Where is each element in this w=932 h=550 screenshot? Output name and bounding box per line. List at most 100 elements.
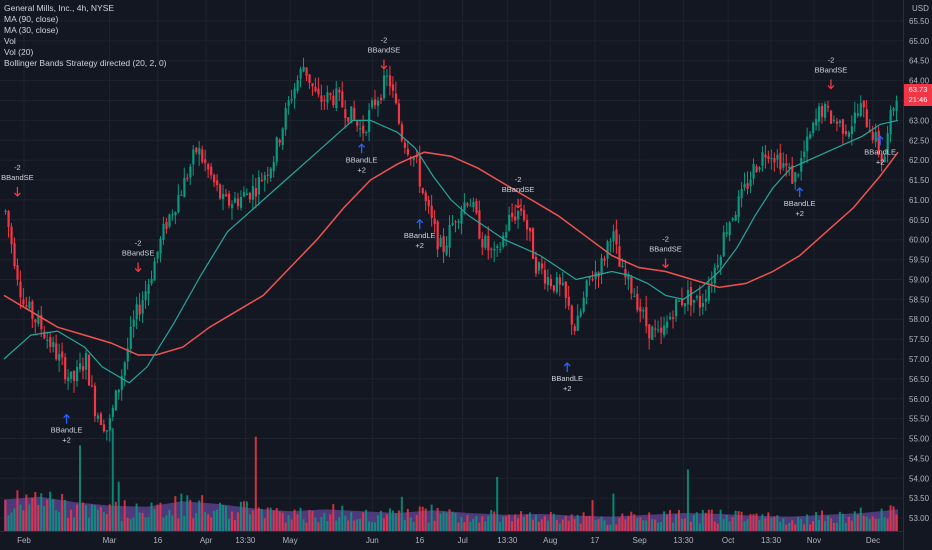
volume-bar — [788, 522, 791, 531]
volume-bar — [493, 511, 496, 531]
volume-bar — [323, 512, 326, 531]
candle-body — [573, 326, 576, 331]
candle-body — [278, 140, 281, 143]
candle-body — [159, 238, 162, 254]
volume-bar — [818, 520, 821, 531]
candle-body — [540, 263, 544, 269]
arrow-up-icon — [796, 187, 804, 198]
volume-bar — [537, 521, 540, 531]
volume-bar — [126, 517, 129, 531]
volume-bar — [758, 519, 761, 531]
candle-body — [388, 75, 392, 87]
candle-body — [198, 148, 201, 155]
volume-bar — [275, 508, 278, 531]
candle-body — [269, 168, 272, 179]
time-tick-label: Feb — [17, 536, 31, 545]
time-tick-label: May — [283, 536, 298, 545]
volume-bar — [281, 512, 284, 531]
volume-bar — [847, 516, 850, 531]
candle-body — [874, 132, 877, 142]
candle-body — [654, 328, 657, 330]
volume-bar — [418, 506, 421, 531]
candle-body — [695, 296, 699, 298]
volume-bar — [865, 516, 868, 531]
candle-body — [809, 134, 812, 139]
candle-body — [186, 177, 189, 179]
volume-bar — [683, 518, 686, 531]
volume-bar — [201, 495, 204, 531]
candle-body — [737, 196, 740, 217]
volume-bar — [576, 514, 579, 531]
candle-body — [525, 220, 529, 230]
candle-body — [755, 166, 758, 173]
volume-bar — [523, 516, 526, 531]
candle-body — [800, 157, 803, 172]
volume-bar — [356, 519, 359, 531]
candle-body — [192, 149, 195, 165]
candle-body — [508, 214, 511, 231]
time-tick-label: Jul — [458, 536, 468, 545]
volume-bar — [344, 515, 347, 531]
volume-bar — [686, 469, 689, 531]
volume-bar — [120, 520, 123, 531]
volume-bar — [806, 514, 809, 531]
volume-bar — [853, 511, 856, 531]
candle-body — [58, 354, 61, 361]
candle-body — [871, 131, 874, 141]
candle-body — [403, 142, 407, 148]
signal-qty: -2 — [135, 238, 142, 247]
candle-body — [105, 430, 109, 432]
bar-countdown: 21:46 — [908, 95, 928, 104]
volume-bar — [251, 510, 254, 531]
legend-strategy[interactable]: Bollinger Bands Strategy directed (20, 2… — [4, 58, 167, 68]
volume-bar — [141, 512, 144, 531]
signal-label: BBandLE — [864, 147, 896, 156]
candle-body — [758, 167, 761, 170]
candle-body — [61, 351, 64, 358]
candle-body — [73, 370, 76, 381]
candle-body — [359, 128, 362, 130]
volume-bar — [165, 515, 168, 531]
legend-vol[interactable]: Vol — [4, 36, 16, 46]
volume-bar — [803, 524, 806, 531]
volume-bar — [829, 518, 832, 531]
volume-bar — [487, 516, 490, 531]
candle-body — [374, 99, 377, 106]
candle-body — [239, 196, 243, 208]
price-tick-label: 62.50 — [909, 136, 930, 145]
volume-bar — [677, 509, 680, 531]
legend-ma90[interactable]: MA (90, close) — [4, 14, 59, 24]
volume-bar — [225, 505, 228, 531]
candle-body — [141, 300, 144, 314]
volume-bar — [630, 511, 633, 531]
volume-bar — [96, 509, 99, 531]
volume-bar — [305, 522, 308, 531]
volume-bar — [359, 518, 362, 531]
volume-bar — [317, 522, 320, 531]
volume-bar — [25, 494, 28, 531]
volume-bar — [871, 516, 874, 531]
volume-bar — [236, 512, 239, 531]
volume-bar — [868, 519, 871, 531]
signal-qty: -2 — [381, 36, 388, 45]
candle-body — [624, 268, 627, 278]
candle-body — [588, 276, 591, 279]
legend-ma30[interactable]: MA (30, close) — [4, 25, 59, 35]
candle-body — [421, 188, 424, 194]
volume-bar — [469, 521, 472, 531]
candle-body — [585, 280, 588, 297]
volume-bar — [433, 520, 436, 531]
volume-bar — [561, 519, 564, 531]
volume-bar — [844, 522, 847, 531]
volume-bar — [651, 519, 654, 531]
volume-bar — [266, 507, 269, 531]
candle-body — [81, 366, 85, 371]
price-tick-label: 59.50 — [909, 256, 930, 265]
candle-body — [385, 75, 389, 77]
candle-body — [517, 210, 520, 220]
candle-body — [55, 343, 58, 360]
legend-vol20[interactable]: Vol (20) — [4, 47, 34, 57]
arrow-down-icon — [380, 59, 388, 70]
